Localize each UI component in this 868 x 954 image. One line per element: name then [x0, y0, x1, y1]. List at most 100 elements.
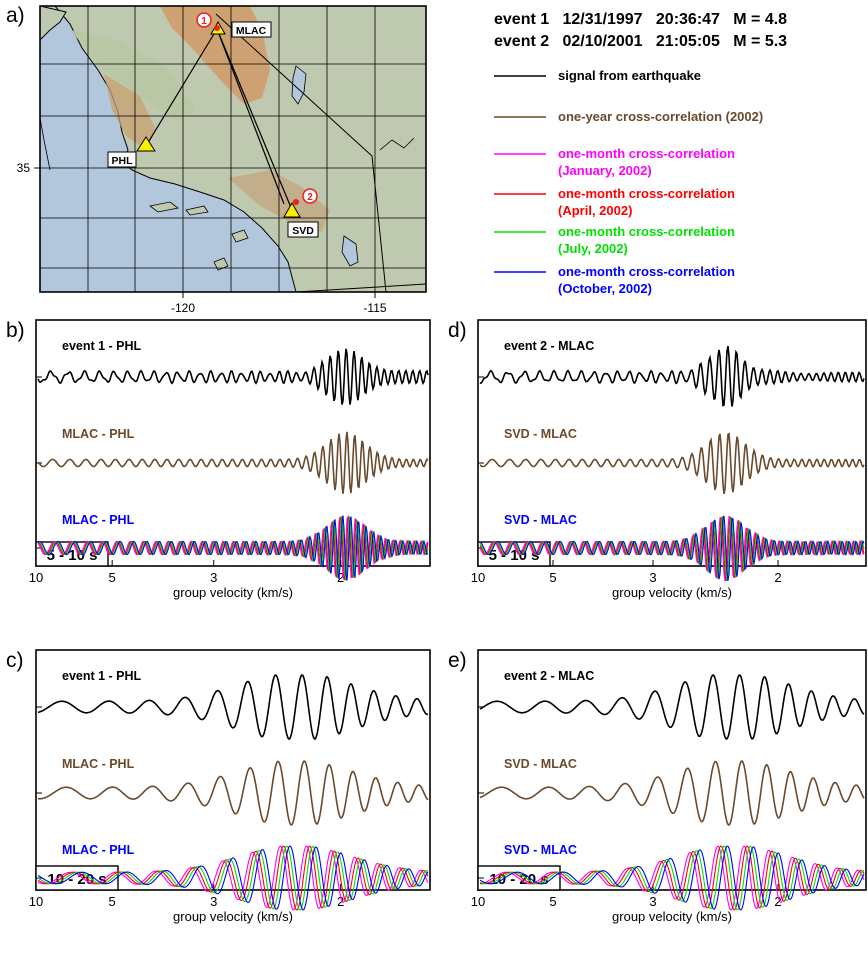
x-axis-label: group velocity (km/s) — [173, 909, 293, 924]
map-valley — [70, 30, 196, 122]
event-info-line: event 2 02/10/2001 21:05:05 M = 5.3 — [494, 33, 787, 50]
legend-label: (October, 2002) — [558, 281, 652, 296]
trace-line — [479, 845, 865, 911]
map-event-1: 1 — [196, 12, 212, 28]
map-panel: a) — [6, 4, 427, 315]
map-island-1 — [149, 201, 179, 213]
x-tick-label: 3 — [210, 894, 217, 909]
map-station-label: PHL — [112, 155, 134, 167]
map-panel-label: a) — [6, 4, 25, 27]
map-rivers — [39, 117, 415, 171]
x-tick-label: 2 — [337, 570, 344, 585]
trace-line — [37, 673, 429, 741]
waveform-panel: b) 10 5 3 2 group velocity (km/s) 5 - 10 s even… — [6, 319, 431, 600]
trace-line — [479, 673, 865, 740]
map-y-tick: 35 — [17, 161, 31, 175]
period-band-label: 5 - 10 s — [47, 547, 98, 564]
x-tick-label: 2 — [774, 570, 781, 585]
map-station-label: SVD — [292, 225, 314, 237]
trace-line — [38, 760, 429, 826]
map-border-state — [215, 13, 387, 293]
trace-line — [37, 431, 429, 494]
waveform-panels: b) 10 5 3 2 group velocity (km/s) 5 - 10 s even… — [6, 319, 867, 924]
map-event-label: 2 — [307, 192, 313, 203]
map-station-mlac: MLAC — [210, 21, 272, 38]
map-y-ticks: 35 — [17, 161, 40, 175]
x-tick-label: 2 — [337, 894, 344, 909]
map-station-phl: PHL — [107, 136, 156, 168]
trace-line — [479, 845, 865, 911]
trace-line — [479, 515, 865, 581]
legend-label: (April, 2002) — [558, 203, 632, 218]
trace-line — [479, 759, 865, 827]
panel-frame — [477, 319, 867, 567]
panel-label: e) — [448, 649, 467, 672]
legend-label: one-month cross-correlation — [558, 186, 735, 201]
legend-label: (July, 2002) — [558, 241, 628, 256]
trace-label: event 1 - PHL — [62, 339, 142, 353]
legend: signal from earthquake one-year cross-cor… — [494, 68, 763, 296]
trace-line — [37, 348, 429, 405]
x-tick-label: 5 — [109, 570, 116, 585]
trace-label: MLAC - PHL — [62, 427, 135, 441]
period-band-box — [35, 865, 119, 891]
map-lake — [291, 65, 307, 105]
x-tick-label: 10 — [471, 894, 485, 909]
trace-label: MLAC - PHL — [62, 843, 135, 857]
map-mountains-coast — [104, 74, 156, 150]
trace-line — [479, 845, 865, 911]
trace-label: SVD - MLAC — [504, 513, 577, 527]
trace-label: MLAC - PHL — [62, 513, 135, 527]
panel-frame — [35, 319, 431, 567]
map-grid — [40, 6, 426, 292]
x-tick-label: 3 — [649, 570, 656, 585]
panel-label: b) — [6, 319, 25, 342]
panel-frame — [477, 649, 867, 891]
x-tick-label: 5 — [109, 894, 116, 909]
map-border-country — [295, 283, 427, 293]
map-island-3 — [231, 229, 249, 243]
trace-label: SVD - MLAC — [504, 843, 577, 857]
map-island-4 — [213, 257, 229, 271]
trace-line — [37, 515, 429, 581]
event-info-line: event 1 12/31/1997 20:36:47 M = 4.8 — [494, 11, 787, 28]
legend-label: one-month cross-correlation — [558, 264, 735, 279]
trace-label: MLAC - PHL — [62, 757, 135, 771]
legend-label: one-month cross-correlation — [558, 146, 735, 161]
map-salton-sea — [341, 235, 359, 267]
trace-label: SVD - MLAC — [504, 427, 577, 441]
trace-line — [479, 845, 865, 911]
x-tick-label: 2 — [774, 894, 781, 909]
legend-label: (January, 2002) — [558, 163, 652, 178]
trace-line — [479, 514, 865, 581]
legend-label: one-month cross-correlation — [558, 224, 735, 239]
panel-label: d) — [448, 319, 467, 342]
map-x-tick: -120 — [171, 301, 195, 315]
event-info: event 1 12/31/1997 20:36:47 M = 4.8 even… — [494, 11, 787, 50]
x-tick-label: 3 — [210, 570, 217, 585]
trace-line — [37, 516, 429, 581]
x-tick-label: 10 — [471, 570, 485, 585]
map-x-ticks: -120 -115 — [171, 292, 387, 315]
x-tick-label: 10 — [29, 894, 43, 909]
x-tick-label: 5 — [549, 894, 556, 909]
legend-label: signal from earthquake — [558, 68, 701, 83]
map-event-2: 2 — [293, 188, 318, 205]
map-paths — [145, 28, 293, 211]
panel-label: c) — [6, 649, 24, 672]
map-station-label: MLAC — [236, 25, 267, 37]
trace-line — [37, 845, 429, 911]
x-axis-label: group velocity (km/s) — [173, 585, 293, 600]
x-axis-label: group velocity (km/s) — [612, 909, 732, 924]
x-tick-label: 3 — [649, 894, 656, 909]
x-tick-label: 5 — [549, 570, 556, 585]
trace-line — [37, 516, 429, 581]
legend-label: one-year cross-correlation (2002) — [558, 109, 763, 124]
map-frame — [39, 5, 427, 293]
map-island-2 — [185, 205, 209, 216]
trace-line — [37, 845, 429, 911]
